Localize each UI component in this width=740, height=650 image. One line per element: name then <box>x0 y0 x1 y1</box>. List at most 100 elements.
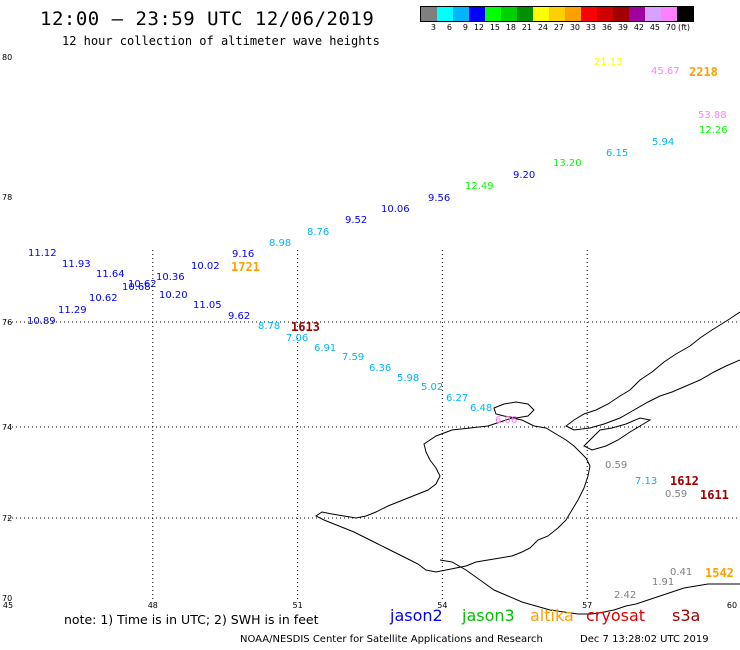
longitude-label: 57 <box>582 601 592 610</box>
legend-swatch <box>533 7 549 21</box>
wave-height-value: 9.20 <box>513 170 535 181</box>
legend-value: 3 <box>430 23 436 32</box>
wave-height-value: 6.36 <box>369 363 391 374</box>
legend-swatch <box>437 7 453 21</box>
wave-height-value: 53.88 <box>698 110 727 121</box>
wave-height-value: 10.62 <box>128 279 157 290</box>
legend-value: 27 <box>553 23 564 32</box>
legend-swatch <box>549 7 565 21</box>
satellite-cryosat: cryosat <box>586 606 646 625</box>
wave-height-value: 2.42 <box>614 590 636 601</box>
longitude-label: 60 <box>727 601 737 610</box>
pass-time-label: 1721 <box>231 260 260 274</box>
wave-height-labels: 21.13 45.67 53.88 12.26 5.94 6.15 13.20 9.20 12.… <box>27 57 728 601</box>
footnote: note: 1) Time is in UTC; 2) SWH is in fe… <box>64 612 319 627</box>
pass-time-label: 1612 <box>670 474 699 488</box>
legend-labels: 3 6 9 12 15 18 21 24 27 30 33 36 39 42 45 70 (ft) <box>420 23 694 32</box>
pass-time-label: 1542 <box>705 566 734 580</box>
legend-swatch <box>581 7 597 21</box>
legend-swatch <box>453 7 469 21</box>
wave-height-value: 6.48 <box>470 403 492 414</box>
legend-value: 12 <box>473 23 484 32</box>
latitude-label: 74 <box>2 423 12 432</box>
wave-height-value: 45.67 <box>651 66 680 77</box>
wave-height-value: 9.56 <box>428 193 450 204</box>
wave-height-value: 12.49 <box>465 181 494 192</box>
longitude-label: 45 <box>3 601 13 610</box>
legend-value: 9 <box>462 23 468 32</box>
coastline-pechora-shore <box>439 559 740 615</box>
satellite-jason2: jason2 <box>390 606 443 625</box>
legend-value: 18 <box>505 23 516 32</box>
wave-height-value: 1.91 <box>652 577 674 588</box>
wave-height-value: 10.36 <box>156 272 185 283</box>
wave-height-value: 8.98 <box>269 238 291 249</box>
legend-value: 24 <box>537 23 548 32</box>
legend-swatch <box>613 7 629 21</box>
wave-height-value: 11.29 <box>58 305 87 316</box>
coastline-novaya-zemlya-south <box>565 311 740 431</box>
legend-swatch <box>501 7 517 21</box>
wave-height-value: 5.98 <box>397 373 419 384</box>
graticule <box>8 250 740 600</box>
longitude-label: 48 <box>148 601 158 610</box>
wave-height-value: 0.59 <box>665 489 687 500</box>
legend-swatch <box>469 7 485 21</box>
coastline-island-south <box>583 417 652 451</box>
wave-height-value: 7.13 <box>635 476 657 487</box>
wave-height-value: 5.94 <box>652 137 674 148</box>
legend-value: 6 <box>446 23 452 32</box>
wave-height-value: 8.76 <box>307 227 329 238</box>
latitude-labels: 80 78 76 74 72 70 <box>2 53 12 603</box>
pass-time-label: 1613 <box>291 320 320 334</box>
legend-value: 70 <box>665 23 676 32</box>
longitude-label: 54 <box>437 601 447 610</box>
pass-time-label: 1611 <box>700 488 729 502</box>
legend-swatch <box>421 7 437 21</box>
legend-value: 42 <box>633 23 644 32</box>
wave-height-value: 11.12 <box>28 248 57 259</box>
wave-height-value: 8.78 <box>258 321 280 332</box>
wave-height-value: 5.02 <box>421 382 443 393</box>
wave-height-value: 10.02 <box>191 261 220 272</box>
legend-unit: (ft) <box>678 23 691 32</box>
satellite-altika: altika <box>530 606 574 625</box>
wave-height-value: 10.68 <box>122 282 151 293</box>
wave-height-value: 6.06 <box>495 415 517 426</box>
wave-height-value: 6.27 <box>446 393 468 404</box>
wave-height-value: 6.15 <box>606 148 628 159</box>
legend-value: 45 <box>649 23 660 32</box>
wave-height-value: 7.06 <box>286 333 308 344</box>
wave-height-value: 0.59 <box>605 460 627 471</box>
page-subtitle: 12 hour collection of altimeter wave hei… <box>62 34 380 48</box>
wave-height-value: 0.41 <box>670 567 692 578</box>
wave-height-value: 21.13 <box>594 57 623 68</box>
wave-height-value: 9.62 <box>228 311 250 322</box>
coastline-island-west <box>493 401 535 419</box>
wave-height-value: 9.52 <box>345 215 367 226</box>
legend-swatch <box>661 7 677 21</box>
legend-value: 39 <box>617 23 628 32</box>
legend-value: 33 <box>585 23 596 32</box>
latitude-label: 72 <box>2 514 12 523</box>
legend-swatch <box>645 7 661 21</box>
legend-value: 36 <box>601 23 612 32</box>
legend-swatch <box>629 7 645 21</box>
latitude-label: 78 <box>2 193 12 202</box>
pass-time-label: 2218 <box>689 65 718 79</box>
wave-height-value: 13.20 <box>553 158 582 169</box>
wave-height-value: 11.05 <box>193 300 222 311</box>
wave-height-value: 7.59 <box>342 352 364 363</box>
coastline-kola-peninsula <box>315 417 591 573</box>
wave-height-value: 10.62 <box>89 293 118 304</box>
legend-swatch <box>597 7 613 21</box>
latitude-label: 76 <box>2 318 12 327</box>
longitude-labels: 45 48 51 54 57 60 <box>3 601 737 610</box>
wave-height-value: 10.89 <box>27 316 56 327</box>
legend-value: 15 <box>489 23 500 32</box>
legend-swatch <box>677 7 693 21</box>
wave-height-value: 11.93 <box>62 259 91 270</box>
page-title: 12:00 – 23:59 UTC 12/06/2019 <box>40 8 375 30</box>
